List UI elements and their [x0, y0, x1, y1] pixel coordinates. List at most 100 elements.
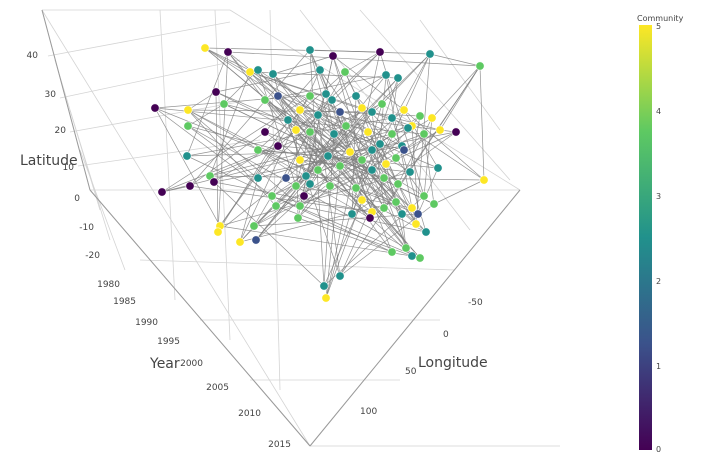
- network-node[interactable]: [183, 121, 193, 131]
- network-node[interactable]: [295, 155, 305, 165]
- network-node[interactable]: [313, 110, 323, 120]
- network-node[interactable]: [249, 221, 259, 231]
- network-node[interactable]: [397, 209, 407, 219]
- network-node[interactable]: [411, 219, 421, 229]
- network-node[interactable]: [435, 125, 445, 135]
- network-node[interactable]: [393, 179, 403, 189]
- network-node[interactable]: [253, 65, 263, 75]
- network-node[interactable]: [321, 293, 331, 303]
- network-node[interactable]: [401, 243, 411, 253]
- network-node[interactable]: [223, 47, 233, 57]
- network-node[interactable]: [357, 103, 367, 113]
- network-node[interactable]: [433, 163, 443, 173]
- network-node[interactable]: [403, 123, 413, 133]
- network-node[interactable]: [260, 127, 270, 137]
- network-node[interactable]: [325, 181, 335, 191]
- network-node[interactable]: [421, 227, 431, 237]
- network-node[interactable]: [319, 281, 329, 291]
- network-node[interactable]: [271, 201, 281, 211]
- network-node[interactable]: [363, 127, 373, 137]
- network-node[interactable]: [367, 107, 377, 117]
- network-node[interactable]: [295, 105, 305, 115]
- network-node[interactable]: [405, 167, 415, 177]
- network-node[interactable]: [427, 113, 437, 123]
- network-node[interactable]: [273, 141, 283, 151]
- network-node[interactable]: [387, 129, 397, 139]
- network-node[interactable]: [475, 61, 485, 71]
- network-node[interactable]: [379, 173, 389, 183]
- network-node[interactable]: [375, 139, 385, 149]
- network-node[interactable]: [413, 209, 423, 219]
- network-node[interactable]: [341, 121, 351, 131]
- network-node[interactable]: [291, 181, 301, 191]
- network-node[interactable]: [328, 51, 338, 61]
- network-node[interactable]: [367, 145, 377, 155]
- network-node[interactable]: [305, 45, 315, 55]
- network-node[interactable]: [387, 247, 397, 257]
- network-node[interactable]: [305, 91, 315, 101]
- network-node[interactable]: [273, 91, 283, 101]
- network-node[interactable]: [415, 111, 425, 121]
- network-node[interactable]: [399, 145, 409, 155]
- network-node[interactable]: [393, 73, 403, 83]
- network-node[interactable]: [281, 173, 291, 183]
- network-node[interactable]: [321, 89, 331, 99]
- network-node[interactable]: [379, 203, 389, 213]
- network-node[interactable]: [213, 227, 223, 237]
- network-node[interactable]: [251, 235, 261, 245]
- network-node[interactable]: [305, 179, 315, 189]
- network-node[interactable]: [357, 195, 367, 205]
- network-node[interactable]: [211, 87, 221, 97]
- network-node[interactable]: [415, 253, 425, 263]
- network-node[interactable]: [315, 65, 325, 75]
- network-node[interactable]: [425, 49, 435, 59]
- network-node[interactable]: [327, 95, 337, 105]
- network-node[interactable]: [200, 43, 210, 53]
- network-node[interactable]: [351, 91, 361, 101]
- network-node[interactable]: [351, 183, 361, 193]
- network-node[interactable]: [305, 127, 315, 137]
- network-node[interactable]: [357, 155, 367, 165]
- network-node[interactable]: [185, 181, 195, 191]
- network-node[interactable]: [419, 191, 429, 201]
- network-node[interactable]: [323, 151, 333, 161]
- network-node[interactable]: [407, 203, 417, 213]
- network-node[interactable]: [367, 165, 377, 175]
- network-node[interactable]: [381, 159, 391, 169]
- network-node[interactable]: [291, 125, 301, 135]
- network-node[interactable]: [293, 213, 303, 223]
- network-node[interactable]: [335, 161, 345, 171]
- network-node[interactable]: [182, 151, 192, 161]
- network-node[interactable]: [399, 105, 409, 115]
- network-node[interactable]: [479, 175, 489, 185]
- network-node[interactable]: [335, 107, 345, 117]
- network-node[interactable]: [260, 95, 270, 105]
- network-node[interactable]: [209, 177, 219, 187]
- network-node[interactable]: [345, 147, 355, 157]
- network-node[interactable]: [313, 165, 323, 175]
- network-node[interactable]: [157, 187, 167, 197]
- network-node[interactable]: [347, 209, 357, 219]
- network-node[interactable]: [219, 99, 229, 109]
- network-node[interactable]: [451, 127, 461, 137]
- network-node[interactable]: [419, 129, 429, 139]
- network-node[interactable]: [429, 199, 439, 209]
- network-node[interactable]: [301, 171, 311, 181]
- network-node[interactable]: [183, 105, 193, 115]
- network-node[interactable]: [335, 271, 345, 281]
- network-node[interactable]: [245, 67, 255, 77]
- network-node[interactable]: [407, 251, 417, 261]
- network-node[interactable]: [267, 191, 277, 201]
- network-node[interactable]: [253, 145, 263, 155]
- network-node[interactable]: [150, 103, 160, 113]
- network-node[interactable]: [381, 70, 391, 80]
- network-node[interactable]: [391, 153, 401, 163]
- network-node[interactable]: [295, 201, 305, 211]
- network-node[interactable]: [299, 191, 309, 201]
- network-node[interactable]: [375, 47, 385, 57]
- network-node[interactable]: [387, 113, 397, 123]
- network-node[interactable]: [283, 115, 293, 125]
- network-node[interactable]: [340, 67, 350, 77]
- network-node[interactable]: [377, 99, 387, 109]
